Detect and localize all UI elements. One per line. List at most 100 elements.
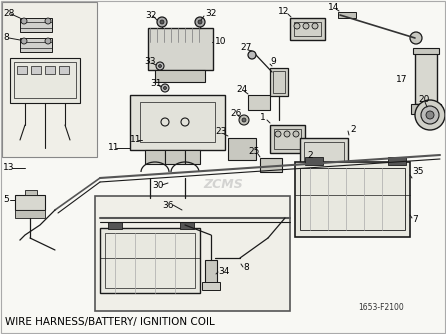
Circle shape <box>275 131 281 137</box>
Bar <box>202 282 220 290</box>
Text: 9: 9 <box>270 57 276 66</box>
Circle shape <box>164 87 166 90</box>
Circle shape <box>45 18 51 24</box>
Bar <box>388 157 406 165</box>
Text: 2: 2 <box>307 151 313 160</box>
Bar <box>100 228 200 293</box>
Bar <box>180 222 194 229</box>
Text: 24: 24 <box>236 86 247 95</box>
Text: 27: 27 <box>240 43 252 52</box>
Text: ZCMS: ZCMS <box>203 178 243 191</box>
Text: 12: 12 <box>278 7 289 16</box>
Text: 36: 36 <box>162 200 173 209</box>
Text: 20: 20 <box>418 96 429 105</box>
Bar <box>20 18 52 32</box>
Bar <box>260 158 282 172</box>
Bar <box>14 62 76 98</box>
Text: WIRE HARNESS/BATTERY/ IGNITION COIL: WIRE HARNESS/BATTERY/ IGNITION COIL <box>5 317 215 327</box>
Circle shape <box>312 23 318 29</box>
Bar <box>148 28 213 70</box>
Circle shape <box>410 32 422 44</box>
Text: 5: 5 <box>3 195 9 204</box>
Bar <box>228 138 256 160</box>
Text: 14: 14 <box>328 3 339 12</box>
Bar <box>155 70 205 82</box>
Circle shape <box>21 38 27 44</box>
Text: 28: 28 <box>3 9 14 18</box>
Text: 35: 35 <box>412 167 424 176</box>
Circle shape <box>198 20 202 24</box>
Bar <box>20 42 52 48</box>
Circle shape <box>426 111 434 119</box>
Text: 2: 2 <box>350 126 355 135</box>
Bar <box>205 260 217 285</box>
Bar <box>95 196 290 311</box>
Bar <box>270 68 288 96</box>
Circle shape <box>195 17 205 27</box>
Bar <box>274 129 301 149</box>
Circle shape <box>242 118 246 122</box>
Bar <box>59 66 69 74</box>
Bar <box>25 190 37 195</box>
Bar <box>413 48 439 54</box>
Text: 7: 7 <box>412 215 418 224</box>
Text: 32: 32 <box>145 11 157 20</box>
Circle shape <box>158 64 161 67</box>
Bar <box>105 233 195 288</box>
Bar <box>108 222 122 229</box>
Bar <box>20 22 52 28</box>
Text: 32: 32 <box>205 9 216 18</box>
Bar <box>130 95 225 150</box>
Text: 8: 8 <box>243 264 249 273</box>
Text: 34: 34 <box>218 268 229 277</box>
Text: 33: 33 <box>144 57 156 66</box>
Bar <box>304 142 344 169</box>
Circle shape <box>21 18 27 24</box>
Bar <box>17 66 27 74</box>
Bar <box>273 71 285 93</box>
Circle shape <box>45 38 51 44</box>
Bar <box>15 195 45 210</box>
Bar <box>295 162 410 237</box>
Text: 11: 11 <box>108 144 120 153</box>
Text: 17: 17 <box>396 75 407 85</box>
Bar <box>31 66 41 74</box>
Circle shape <box>293 131 299 137</box>
Circle shape <box>239 115 249 125</box>
Bar <box>300 168 405 230</box>
Bar <box>185 150 200 164</box>
Bar <box>294 22 321 36</box>
Circle shape <box>284 131 290 137</box>
Bar <box>15 210 45 218</box>
Bar <box>411 104 441 114</box>
Text: 30: 30 <box>152 180 164 189</box>
Bar <box>145 150 165 164</box>
Bar <box>305 157 323 165</box>
Bar <box>140 102 215 142</box>
Circle shape <box>415 100 445 130</box>
Text: 25: 25 <box>248 148 260 157</box>
Bar <box>300 138 348 173</box>
Bar <box>338 12 356 18</box>
Text: 26: 26 <box>230 109 241 118</box>
Circle shape <box>421 106 439 124</box>
Bar <box>20 38 52 52</box>
Bar <box>10 58 80 103</box>
Circle shape <box>161 84 169 92</box>
Bar <box>270 125 305 153</box>
Text: 31: 31 <box>150 79 161 89</box>
Circle shape <box>157 17 167 27</box>
Bar <box>290 18 325 40</box>
Text: 11: 11 <box>130 136 141 145</box>
Bar <box>45 66 55 74</box>
Circle shape <box>294 23 300 29</box>
Circle shape <box>303 23 309 29</box>
Bar <box>2 2 97 157</box>
Bar <box>248 95 270 110</box>
Text: 1: 1 <box>260 114 266 123</box>
Text: 1653-F2100: 1653-F2100 <box>358 304 404 313</box>
Text: 8: 8 <box>3 33 9 42</box>
Text: 10: 10 <box>215 37 227 46</box>
Circle shape <box>156 62 164 70</box>
Circle shape <box>248 51 256 59</box>
